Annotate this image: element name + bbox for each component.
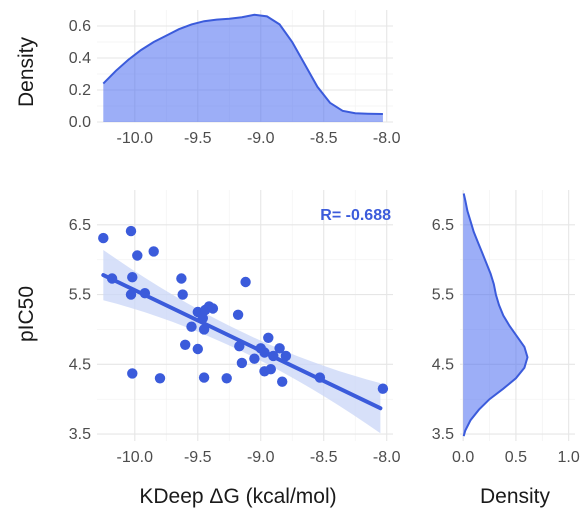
- scatter-point: [139, 288, 151, 299]
- top-density-y-tick-label: 0.0: [69, 114, 91, 131]
- top-density-x-tick-label: -10.0: [117, 130, 154, 147]
- top-density-panel: -10.0 -9.5 -9.0 -8.5 -8.0 0.0 0.2 0.4 0.6: [69, 10, 401, 147]
- scatter-point: [198, 324, 210, 335]
- right-density-x-axis-title: Density: [480, 485, 551, 508]
- right-density-panel: 0.0 0.5 1.0 3.5 4.5 5.5 6.5: [432, 190, 580, 466]
- scatter-point: [207, 303, 219, 314]
- scatter-point: [221, 373, 232, 384]
- top-density-x-tick-label: -9.0: [247, 130, 275, 147]
- regression-line: [101, 273, 383, 411]
- scatter-x-tick-label: -8.5: [310, 449, 338, 466]
- top-density-x-tick-label: -9.5: [184, 130, 212, 147]
- top-density-y-axis-title: Density: [15, 36, 38, 107]
- scatter-point: [125, 289, 137, 300]
- scatter-x-tick-label: -9.0: [247, 449, 275, 466]
- scatter-point: [198, 372, 210, 383]
- scatter-point: [263, 332, 274, 343]
- scatter-y-tick-label: 6.5: [69, 217, 91, 234]
- scatter-point: [265, 364, 276, 375]
- top-density-y-tick-label: 0.4: [69, 50, 91, 67]
- scatter-point: [98, 232, 109, 244]
- scatter-point: [154, 373, 166, 384]
- scatter-point: [106, 273, 118, 284]
- scatter-x-tick-label: -8.0: [373, 449, 401, 466]
- scatter-point: [186, 321, 197, 332]
- right-density-y-tick-label: 4.5: [432, 356, 454, 373]
- scatter-point: [127, 272, 138, 283]
- scatter-point: [176, 273, 187, 284]
- top-density-x-tick-label: -8.5: [310, 130, 338, 147]
- top-density-x-tick-label: -8.0: [373, 130, 401, 147]
- scatter-point: [277, 376, 288, 387]
- top-density-area: [103, 14, 383, 122]
- scatter-point: [274, 343, 285, 354]
- scatter-point: [249, 353, 260, 364]
- scatter-point: [314, 372, 326, 383]
- scatter-point: [259, 347, 270, 358]
- right-density-x-tick-label: 0.5: [505, 449, 527, 466]
- scatter-point: [280, 350, 292, 362]
- scatter-y-tick-label: 5.5: [69, 287, 91, 304]
- right-density-area: [463, 193, 528, 437]
- scatter-y-axis-title: pIC50: [15, 286, 38, 342]
- right-density-y-tick-label: 5.5: [432, 287, 454, 304]
- right-density-y-tick-label: 3.5: [432, 426, 454, 443]
- right-density-x-tick-label: 1.0: [558, 449, 580, 466]
- scatter-y-tick-label: 4.5: [69, 356, 91, 373]
- top-density-y-tick-label: 0.2: [69, 82, 91, 99]
- scatter-point: [234, 341, 245, 352]
- scatter-point: [132, 250, 143, 261]
- right-density-x-tick-label: 0.0: [452, 449, 474, 466]
- right-density-curve: [462, 193, 529, 437]
- scatter-point: [192, 343, 203, 355]
- top-density-curve: [102, 13, 383, 115]
- correlation-annotation: R= -0.688: [320, 207, 391, 224]
- scatter-point: [197, 313, 208, 324]
- scatter-point: [148, 246, 159, 257]
- scatter-point: [232, 309, 244, 320]
- scatter-x-axis-title: KDeep ΔG (kcal/mol): [139, 485, 336, 508]
- scatter-point: [177, 289, 188, 300]
- right-density-y-tick-label: 6.5: [432, 217, 454, 234]
- scatter-panel: R= -0.688 -10.0 -9.5 -9.0 -8.5 -8.0 3.5 4.5 5.5 6…: [69, 190, 401, 466]
- top-density-y-tick-label: 0.6: [69, 18, 91, 35]
- scatter-point: [180, 339, 191, 350]
- scatter-point: [127, 368, 138, 379]
- scatter-point: [268, 350, 279, 362]
- scatter-point: [125, 225, 137, 237]
- scatter-x-tick-label: -10.0: [117, 449, 154, 466]
- scatter-point: [377, 383, 389, 394]
- scatter-point: [236, 357, 248, 369]
- scatter-y-tick-label: 3.5: [69, 426, 91, 443]
- scatter-x-tick-label: -9.5: [184, 449, 212, 466]
- scatter-point: [240, 276, 251, 288]
